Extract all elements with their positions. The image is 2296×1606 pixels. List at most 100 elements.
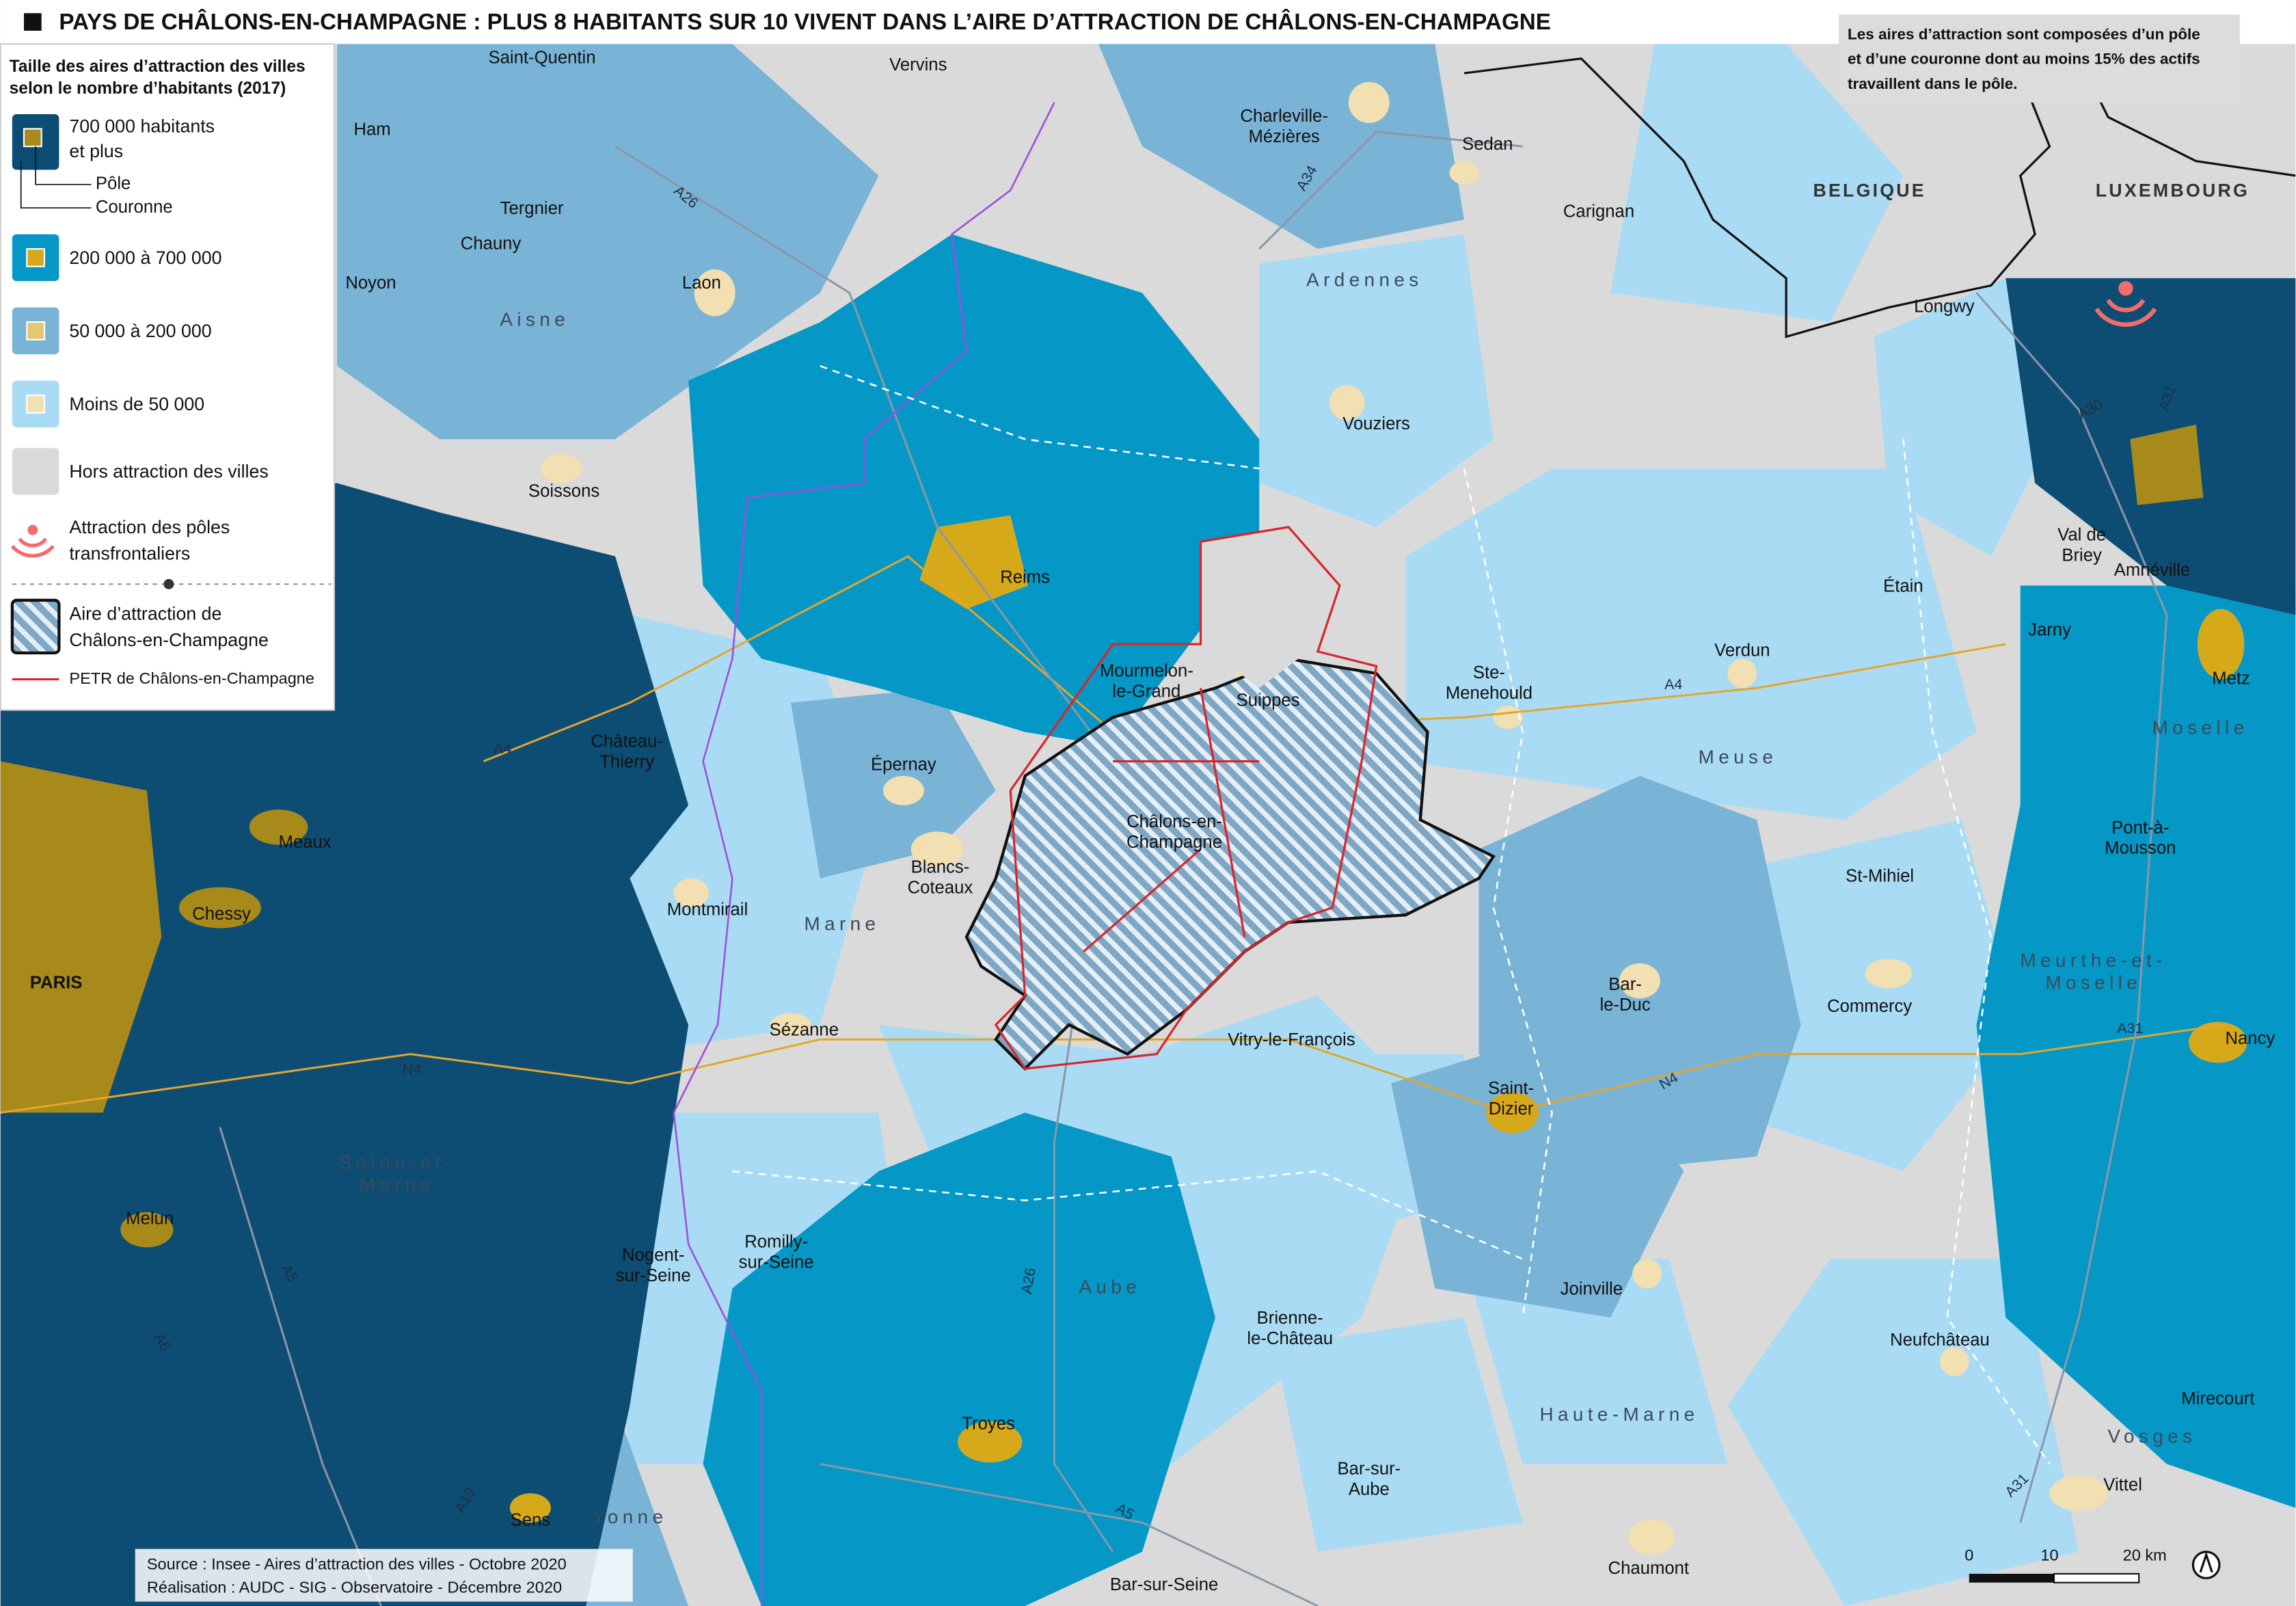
place-label: Brienne-	[1257, 1309, 1323, 1328]
place-label: Chauny	[461, 234, 522, 253]
department-label: Marne	[360, 1174, 435, 1195]
scale-label: 0	[1964, 1546, 1973, 1564]
department-label: Marne	[804, 913, 880, 935]
swatch	[10, 524, 55, 558]
place-label: Montmirail	[667, 900, 748, 920]
country-label: LUXEMBOURG	[2096, 180, 2250, 201]
place-label: Ste-	[1473, 663, 1505, 682]
place-label: Sézanne	[770, 1020, 839, 1039]
swatch	[26, 321, 46, 340]
swatch	[10, 598, 61, 655]
place-label: Château-	[591, 732, 663, 751]
place-label: Tergnier	[500, 199, 564, 218]
place-label: Commercy	[1827, 997, 1912, 1016]
department-label: Aube	[1079, 1276, 1141, 1298]
place-label: Laon	[682, 273, 721, 293]
place-label: Nogent-	[622, 1246, 684, 1265]
place-label: Melun	[126, 1209, 174, 1228]
place-label: Romilly-	[744, 1233, 808, 1252]
place-label: Joinville	[1561, 1279, 1623, 1298]
place-label: Charleville-	[1240, 107, 1327, 126]
legend-label: 700 000 habitants	[69, 116, 215, 136]
place-label: le-Château	[1247, 1329, 1333, 1348]
place-label: St-Mihiel	[1846, 866, 1914, 885]
source-box	[135, 1549, 633, 1602]
poles	[0, 81, 2247, 1555]
title-bullet	[23, 13, 42, 31]
place-label: le-Duc	[1599, 995, 1650, 1015]
legend-label: 200 000 à 700 000	[69, 247, 221, 268]
department-label: Aisne	[500, 308, 569, 330]
department-label: Moselle	[2152, 717, 2249, 738]
place-label: Dizier	[1489, 1099, 1534, 1119]
place-label: Épernay	[871, 755, 936, 775]
note-line: Les aires d’attraction sont composées d’…	[1848, 25, 2200, 42]
large-areas	[688, 234, 2296, 1606]
note-box	[1839, 14, 2240, 103]
place-label: Amnéville	[2114, 561, 2190, 580]
place-label: le-Grand	[1112, 682, 1180, 701]
scale-bar	[1969, 1551, 2221, 1583]
swatch	[12, 448, 59, 495]
department-label: Ardennes	[1306, 269, 1423, 290]
place-label: Champagne	[1126, 833, 1222, 852]
place-label: Vittel	[2103, 1475, 2142, 1495]
road-label: N4	[403, 1061, 421, 1078]
place-label: Troyes	[962, 1414, 1015, 1433]
petr-north	[1200, 526, 1340, 688]
place-label: Menehould	[1446, 684, 1532, 703]
place-label: Bar-sur-Seine	[1110, 1575, 1218, 1594]
place-label: Mourmelon-	[1100, 662, 1193, 681]
place-label: sur-Seine	[616, 1266, 691, 1285]
place-label: Mousson	[2105, 839, 2176, 858]
department-label: Seine-et-	[339, 1152, 456, 1173]
place-label: Vervins	[889, 55, 947, 75]
place-label: Reims	[1000, 568, 1050, 587]
place-label: Saint-	[1488, 1079, 1534, 1098]
road-label: A31	[2117, 1020, 2143, 1036]
legend-label: Hors attraction des villes	[69, 461, 268, 482]
place-label: Saint-Quentin	[488, 48, 595, 67]
place-label: Thierry	[599, 752, 654, 771]
legend-label: et plus	[69, 141, 123, 161]
medium-areas	[337, 44, 1801, 1606]
department-label: Meurthe-et-	[2021, 950, 2167, 971]
petr-border	[994, 526, 1378, 1070]
place-label: Chaumont	[1608, 1559, 1690, 1578]
place-label: Verdun	[1714, 641, 1770, 660]
place-label: Noyon	[345, 273, 396, 293]
place-label: Jarny	[2028, 621, 2071, 640]
source: Réalisation : AUDC - SIG - Observatoire …	[147, 1579, 562, 1596]
place-label: Châlons-en-	[1126, 812, 1222, 831]
legend-title: selon le nombre d’habitants (2017)	[10, 79, 286, 98]
place-label: Soissons	[528, 481, 599, 500]
place-label: Bar-	[1608, 975, 1642, 994]
place-label: Sedan	[1462, 135, 1513, 154]
legend-label: Couronne	[96, 198, 173, 217]
place-label: Meaux	[279, 833, 332, 852]
legend-label: Pôle	[96, 174, 131, 193]
legend: Taille des aires d’attraction des villes…	[0, 43, 336, 711]
place-label: Ham	[353, 120, 390, 139]
department-label: Moselle	[2045, 972, 2142, 993]
source: Source : Insee - Aires d’attraction des …	[147, 1555, 567, 1572]
note-line: et d’une couronne dont au moins 15% des …	[1848, 51, 2200, 68]
place-label: Bar-sur-	[1337, 1460, 1401, 1479]
scale-label: 10	[2040, 1546, 2058, 1564]
place-label: Metz	[2212, 669, 2250, 688]
place-label: Coteaux	[908, 879, 973, 898]
place-label: Vitry-le-François	[1228, 1030, 1355, 1049]
place-label: Mirecourt	[2181, 1389, 2254, 1408]
swatch	[23, 128, 42, 148]
place-label: Neufchâteau	[1890, 1330, 1990, 1350]
department-label: Haute-Marne	[1539, 1404, 1699, 1425]
swatch	[26, 394, 46, 414]
legend-label: transfrontaliers	[69, 544, 190, 564]
region-border	[673, 102, 1055, 1606]
legend-label: Moins de 50 000	[69, 394, 204, 414]
place-label: Sens	[511, 1511, 551, 1530]
title: PAYS DE CHÂLONS-EN-CHAMPAGNE : PLUS 8 HA…	[59, 9, 1551, 35]
place-label: Vouziers	[1342, 414, 1410, 433]
place-label: Longwy	[1914, 297, 1975, 316]
